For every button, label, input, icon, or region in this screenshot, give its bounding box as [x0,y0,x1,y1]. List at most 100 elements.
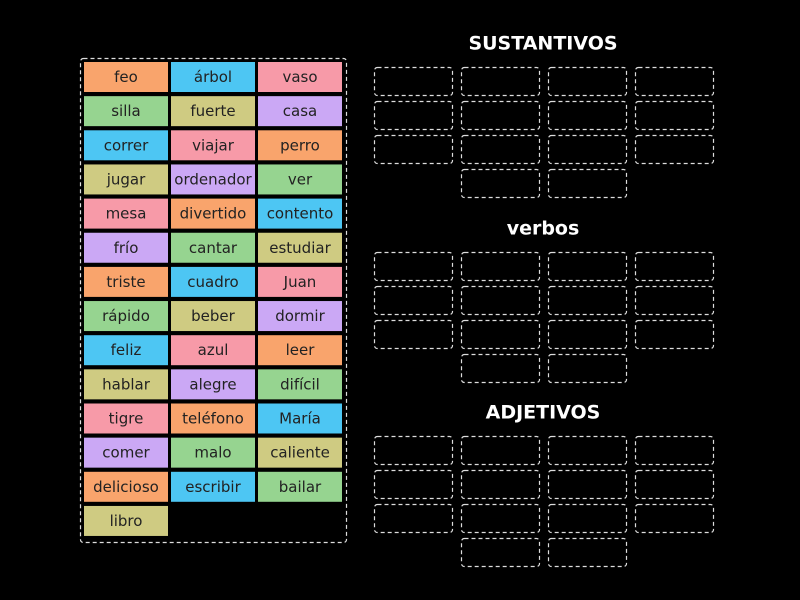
drop-slot[interactable] [460,66,541,97]
drop-slot[interactable] [547,469,628,500]
word-tile[interactable] [171,232,255,263]
drop-slot[interactable] [634,100,715,131]
word-label: mesa [106,205,147,223]
word-tile[interactable] [171,198,255,229]
word-tile[interactable] [84,437,168,468]
word-label: viajar [192,136,235,154]
word-tile[interactable] [84,198,168,229]
drop-slot[interactable] [460,537,541,568]
word-label: silla [111,102,141,120]
word-tile[interactable] [258,164,342,195]
word-label: feo [114,68,138,86]
drop-slot[interactable] [460,134,541,165]
drop-slot[interactable] [547,134,628,165]
drop-slot[interactable] [460,251,541,282]
drop-slot[interactable] [373,66,454,97]
word-tile[interactable] [258,403,342,434]
word-tile[interactable] [171,62,255,92]
drop-slot[interactable] [634,503,715,534]
word-tile[interactable] [171,266,255,297]
drop-slot[interactable] [373,319,454,350]
drop-slot[interactable] [460,503,541,534]
word-tile[interactable] [258,232,342,263]
word-tile[interactable] [84,266,168,297]
drop-slot[interactable] [373,285,454,316]
word-tile[interactable] [84,505,168,536]
word-tile[interactable] [84,232,168,263]
drop-slot[interactable] [460,353,541,384]
word-tile[interactable] [258,130,342,161]
drop-slot[interactable] [460,469,541,500]
drop-slot[interactable] [547,353,628,384]
drop-slot[interactable] [547,503,628,534]
word-tile[interactable] [84,96,168,127]
drop-slot[interactable] [373,134,454,165]
word-label: frío [114,239,139,257]
drop-slot[interactable] [460,319,541,350]
drop-slot[interactable] [547,66,628,97]
word-tile[interactable] [171,437,255,468]
word-tile[interactable] [258,369,342,400]
drop-slot[interactable] [460,435,541,466]
drop-slot[interactable] [373,251,454,282]
word-label: caliente [270,444,330,462]
word-tile[interactable] [84,130,168,161]
word-tile[interactable] [171,471,255,502]
word-tile[interactable] [171,96,255,127]
drop-slot[interactable] [547,100,628,131]
group-title: verbos [507,218,580,240]
word-tile[interactable] [84,369,168,400]
word-tile[interactable] [84,164,168,195]
drop-slot[interactable] [460,168,541,199]
drop-slot[interactable] [634,66,715,97]
word-tile[interactable] [258,335,342,366]
word-tile[interactable] [258,198,342,229]
word-label: leer [286,341,316,359]
word-tile[interactable] [84,471,168,502]
word-tile[interactable] [84,62,168,92]
word-tile[interactable] [171,369,255,400]
word-tile[interactable] [258,437,342,468]
word-tile[interactable] [258,62,342,92]
drop-slot[interactable] [634,435,715,466]
word-tile[interactable] [171,335,255,366]
drop-slot[interactable] [634,285,715,316]
word-tile[interactable] [258,471,342,502]
word-label: rápido [102,307,150,325]
drop-slot[interactable] [547,435,628,466]
word-tile[interactable] [171,403,255,434]
word-tile[interactable] [171,301,255,332]
word-tile[interactable] [84,403,168,434]
drop-slot[interactable] [460,285,541,316]
drop-slot[interactable] [634,251,715,282]
word-label: María [279,410,321,428]
drop-slot[interactable] [547,537,628,568]
drop-slot[interactable] [547,168,628,199]
drop-slot[interactable] [373,503,454,534]
word-tile[interactable] [84,335,168,366]
drop-slot[interactable] [634,134,715,165]
word-label: triste [106,273,145,291]
word-tile[interactable] [258,266,342,297]
word-tile[interactable] [258,96,342,127]
drop-slot[interactable] [547,251,628,282]
drop-slot[interactable] [373,100,454,131]
drop-slot[interactable] [460,100,541,131]
word-tile[interactable] [171,130,255,161]
drop-slot[interactable] [547,319,628,350]
word-label: correr [104,136,149,154]
word-tile[interactable] [258,301,342,332]
word-tile[interactable] [171,164,255,195]
word-label: jugar [106,170,146,188]
drop-slot[interactable] [373,469,454,500]
drop-slot[interactable] [634,469,715,500]
word-label: comer [102,444,150,462]
drop-slot[interactable] [547,285,628,316]
word-label: dormir [275,307,325,325]
word-label: malo [194,444,231,462]
word-label: árbol [194,68,232,86]
drop-slot[interactable] [634,319,715,350]
word-tile[interactable] [84,301,168,332]
drop-slot[interactable] [373,435,454,466]
